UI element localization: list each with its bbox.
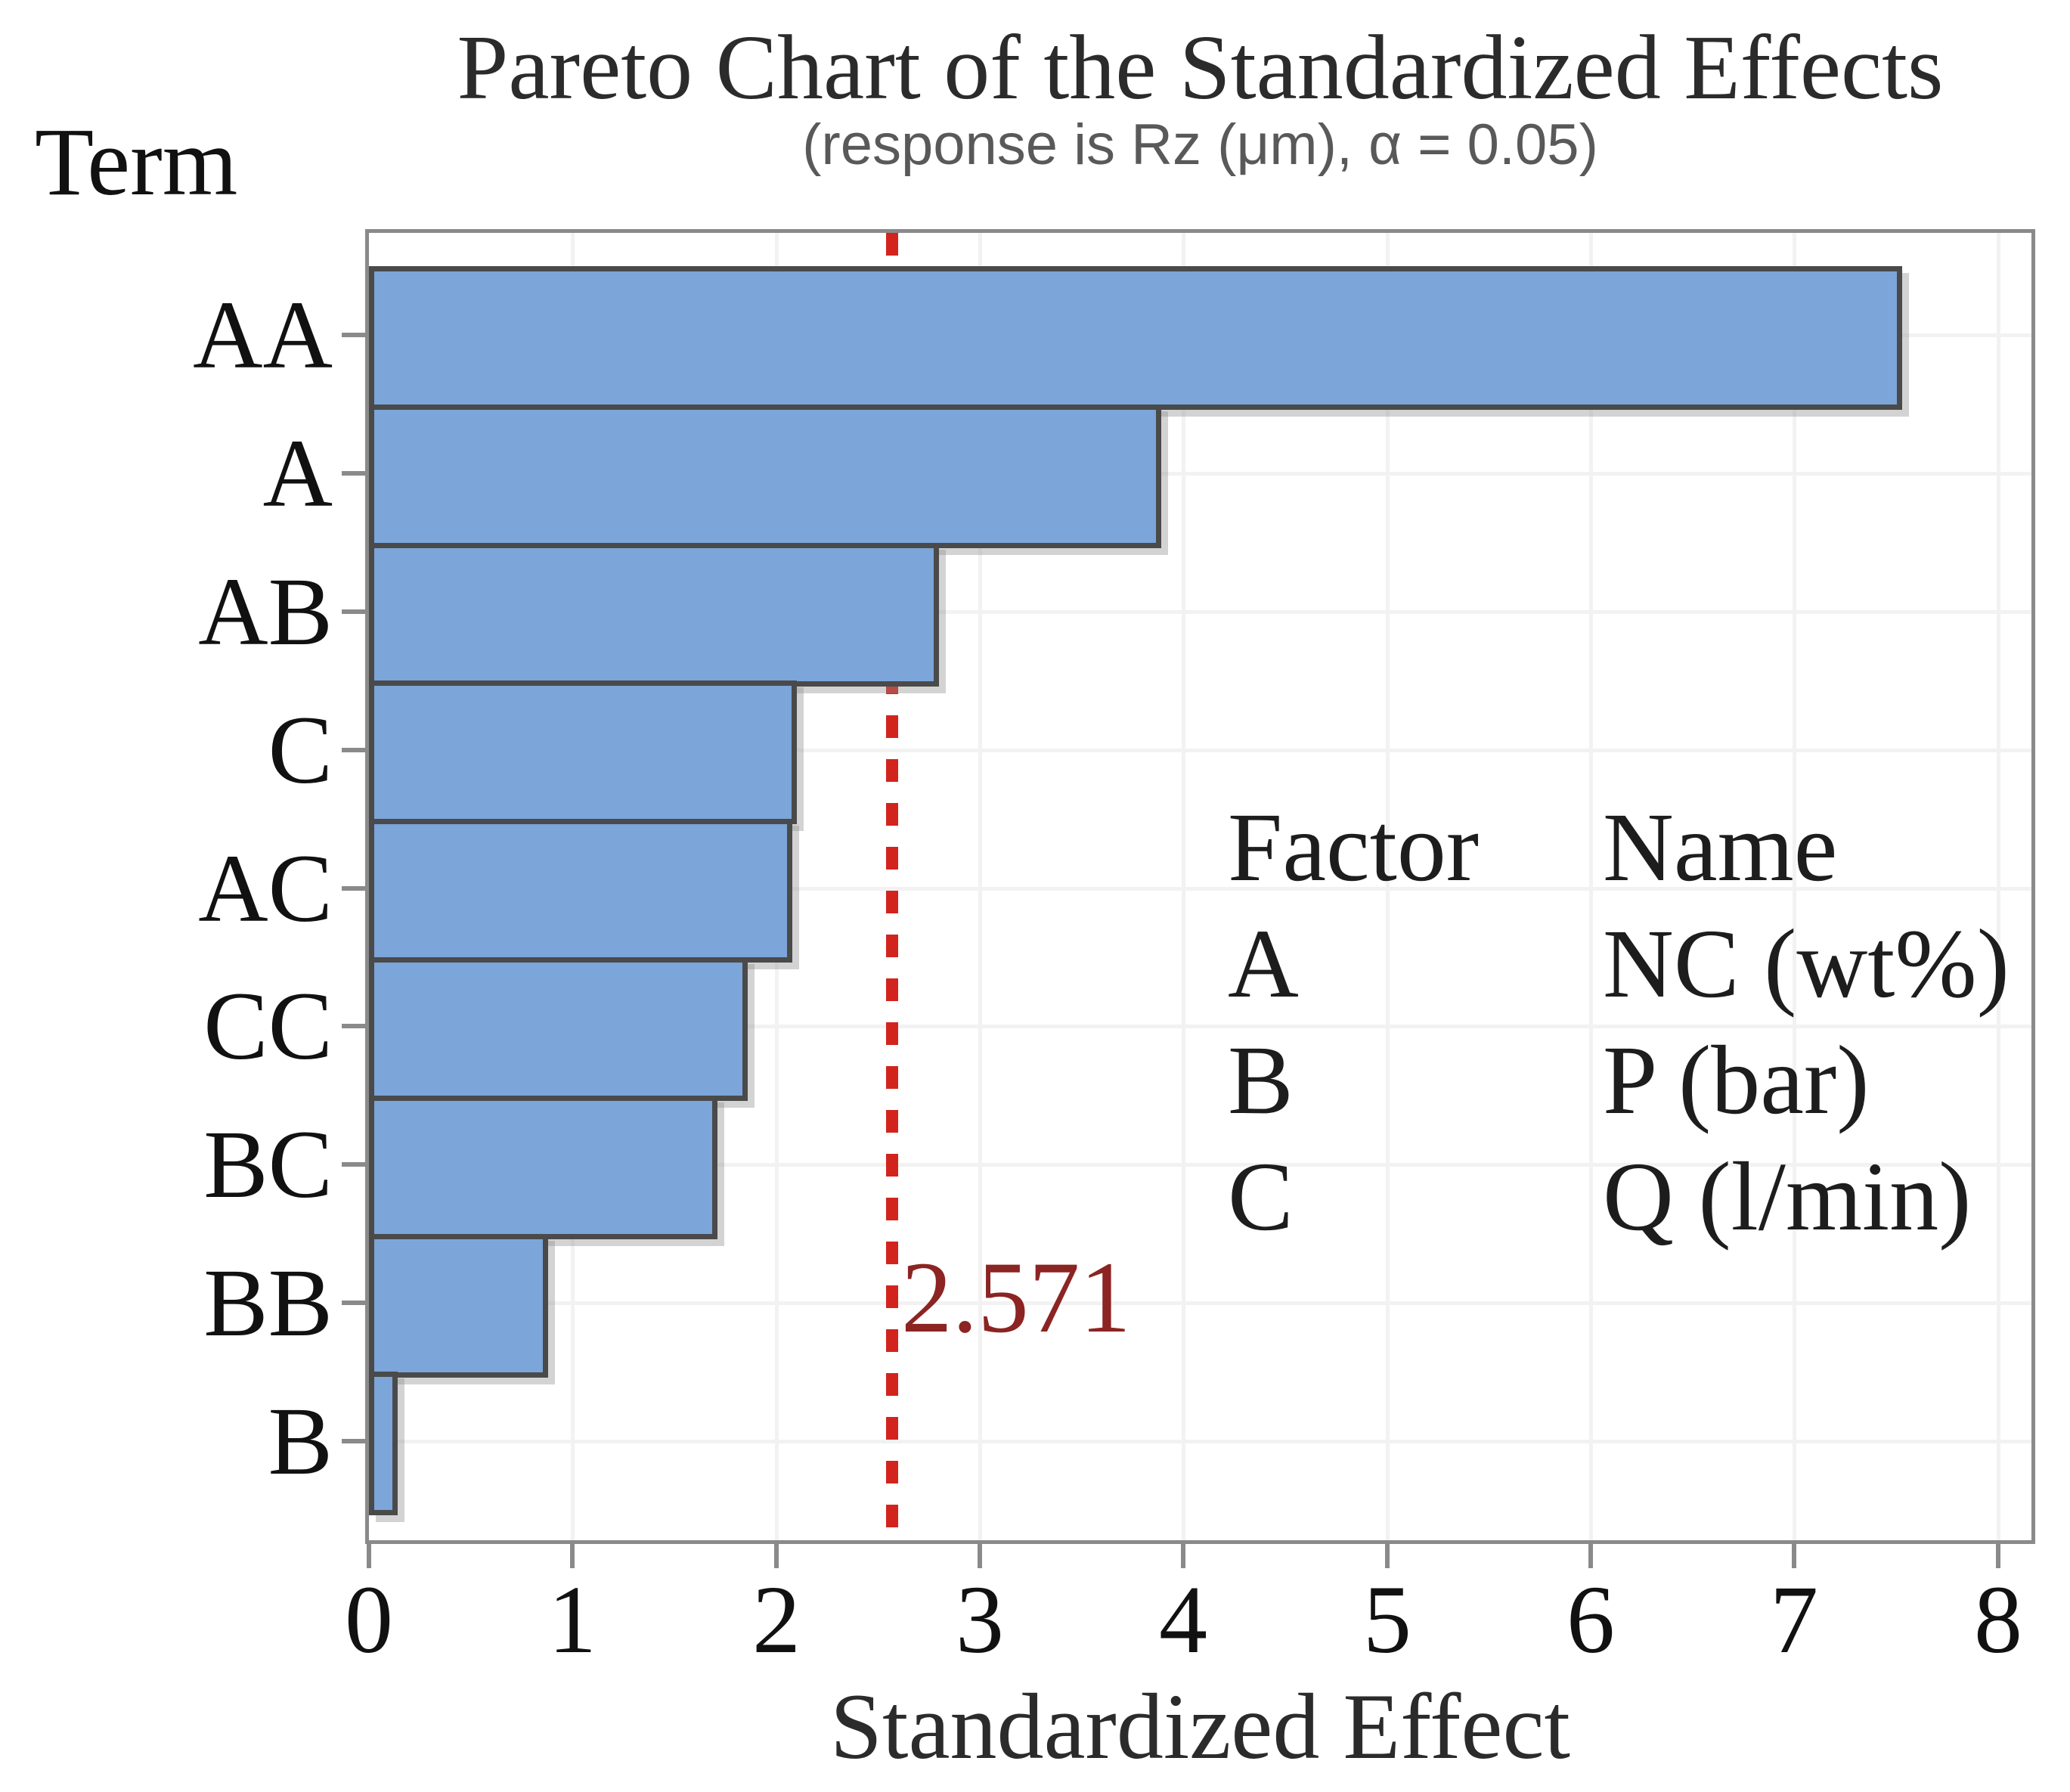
gridline-horizontal	[369, 472, 2031, 476]
x-tick-0	[367, 1544, 371, 1568]
x-tick-7	[1792, 1544, 1796, 1568]
y-label-A: A	[262, 420, 333, 527]
bar-AB	[369, 543, 939, 687]
x-tick-label-0: 0	[345, 1566, 393, 1673]
gridline-horizontal	[369, 749, 2031, 752]
x-tick-5	[1385, 1544, 1390, 1568]
x-tick-label-1: 1	[548, 1566, 597, 1673]
y-label-AA: AA	[193, 281, 333, 389]
x-tick-label-7: 7	[1770, 1566, 1818, 1673]
y-label-BB: BB	[203, 1249, 333, 1356]
y-label-AB: AB	[198, 558, 333, 665]
gridline-horizontal	[369, 1301, 2031, 1305]
legend-factor-C: C	[1228, 1142, 1294, 1251]
y-label-AC: AC	[198, 835, 333, 942]
y-tick-AB	[342, 609, 365, 614]
chart-subtitle: (response is Rz (μm), α = 0.05)	[802, 113, 1598, 177]
y-tick-CC	[342, 1024, 365, 1028]
legend-name-A: NC (wt%)	[1603, 910, 2010, 1018]
gridline-horizontal	[369, 1025, 2031, 1028]
gridline-vertical	[1589, 233, 1593, 1540]
y-tick-BB	[342, 1301, 365, 1305]
gridline-vertical	[1793, 233, 1796, 1540]
legend-header-name: Name	[1603, 793, 1838, 902]
legend-name-C: Q (l/min)	[1603, 1142, 1972, 1251]
plot-area: Factor Name A NC (wt%) B P (bar) C Q (l/min) …	[365, 229, 2035, 1544]
y-label-BC: BC	[203, 1111, 333, 1218]
x-tick-label-3: 3	[956, 1566, 1004, 1673]
bar-B	[369, 1372, 398, 1515]
x-tick-label-8: 8	[1974, 1566, 2022, 1673]
legend-name-B: P (bar)	[1603, 1026, 1870, 1135]
legend-factor-A: A	[1228, 910, 1299, 1018]
bar-C	[369, 681, 797, 824]
x-tick-label-5: 5	[1363, 1566, 1412, 1673]
legend-factor-B: B	[1228, 1026, 1294, 1135]
gridline-horizontal	[369, 887, 2031, 891]
y-tick-C	[342, 748, 365, 752]
bar-BB	[369, 1234, 548, 1378]
x-tick-6	[1588, 1544, 1593, 1568]
x-tick-label-6: 6	[1566, 1566, 1615, 1673]
reference-line-label: 2.571	[901, 1242, 1131, 1354]
y-tick-AA	[342, 333, 365, 337]
y-axis-title: Term	[35, 108, 238, 215]
gridline-vertical	[1182, 233, 1185, 1540]
x-tick-4	[1181, 1544, 1185, 1568]
x-axis-title: Standardized Effect	[830, 1675, 1570, 1778]
gridline-horizontal	[369, 1440, 2031, 1443]
x-tick-2	[774, 1544, 779, 1568]
gridline-vertical	[978, 233, 982, 1540]
x-tick-label-2: 2	[752, 1566, 801, 1673]
gridline-horizontal	[369, 1163, 2031, 1167]
y-tick-AC	[342, 886, 365, 891]
bar-BC	[369, 1096, 717, 1239]
bar-AA	[369, 266, 1902, 410]
gridline-vertical	[1386, 233, 1390, 1540]
x-tick-label-4: 4	[1159, 1566, 1207, 1673]
y-tick-BC	[342, 1162, 365, 1167]
y-label-CC: CC	[203, 972, 333, 1080]
y-tick-A	[342, 471, 365, 476]
legend-header-factor: Factor	[1228, 793, 1480, 902]
x-tick-3	[978, 1544, 982, 1568]
chart-title: Pareto Chart of the Standardized Effects	[457, 17, 1944, 119]
x-tick-1	[570, 1544, 575, 1568]
x-tick-8	[1996, 1544, 2000, 1568]
y-label-B: B	[268, 1387, 333, 1495]
bar-AC	[369, 819, 792, 963]
bar-A	[369, 405, 1161, 548]
bar-CC	[369, 957, 748, 1101]
gridline-horizontal	[369, 610, 2031, 614]
legend: Factor Name A NC (wt%) B P (bar) C Q (l/min)	[1228, 789, 2010, 1255]
y-tick-B	[342, 1439, 365, 1443]
y-label-C: C	[268, 696, 333, 804]
gridline-vertical	[1997, 233, 2000, 1540]
